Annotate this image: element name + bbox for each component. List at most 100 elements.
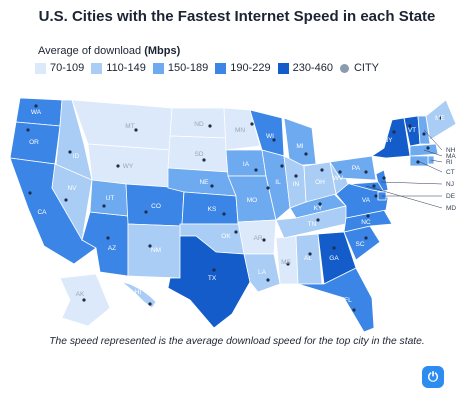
legend-swatch <box>215 62 227 74</box>
state-ny <box>339 117 411 161</box>
state-label-oh: OH <box>315 179 325 186</box>
legend-title-unit: (Mbps) <box>144 45 181 57</box>
city-dot-wa <box>34 104 38 108</box>
city-dot-oh <box>320 168 324 172</box>
leader-line-ri <box>430 159 443 163</box>
state-md <box>349 181 385 193</box>
state-label-ut: UT <box>106 195 115 202</box>
state-label-ky: KY <box>314 205 323 212</box>
state-label-vt: VT <box>408 127 416 134</box>
state-label-me: ME <box>435 115 445 122</box>
city-dot-vt <box>408 124 412 128</box>
city-dot-ak <box>82 298 86 302</box>
legend-label: 110-149 <box>106 62 146 74</box>
city-dot-la <box>266 278 270 282</box>
state-label-ks: KS <box>208 206 217 213</box>
legend: 70-109 110-149 150-189 190-229 230-460 C… <box>35 62 386 74</box>
state-label-nh: NH <box>446 147 456 154</box>
state-label-nv: NV <box>67 185 77 192</box>
state-label-ma: MA <box>446 153 456 160</box>
city-dot-il <box>280 164 284 168</box>
legend-label: CITY <box>353 62 380 74</box>
state-label-pa: PA <box>352 165 361 172</box>
state-label-ms: MS <box>281 259 291 266</box>
city-dot-tx <box>212 268 216 272</box>
state-label-in: IN <box>293 181 300 188</box>
legend-title: Average of download (Mbps) <box>38 45 180 57</box>
city-dot-ct <box>416 160 420 164</box>
city-dot-nh <box>422 132 426 136</box>
legend-item-bin-1: 110-149 <box>91 62 146 74</box>
legend-item-bin-3: 190-229 <box>215 62 271 74</box>
legend-item-city: CITY <box>339 62 380 74</box>
state-label-az: AZ <box>108 245 116 252</box>
city-dot-nj <box>382 176 386 180</box>
us-map: WA OR CA ID NV AZ MT WY UT CO NM ND SD NE KS OK TX MN IA MO… <box>9 97 457 333</box>
legend-label: 150-189 <box>167 62 209 74</box>
city-dot-mo <box>266 186 270 190</box>
state-label-sd: SD <box>194 151 203 158</box>
legend-item-bin-0: 70-109 <box>35 62 84 74</box>
state-label-ct: CT <box>446 169 455 176</box>
leader-line-ma <box>423 149 443 157</box>
city-dot-mi <box>304 152 308 156</box>
city-dot-ny <box>392 130 396 134</box>
city-dot-nm <box>148 244 152 248</box>
state-label-nm: NM <box>151 247 161 254</box>
state-la <box>243 253 281 293</box>
city-dot-sd <box>202 158 206 162</box>
state-label-ri: RI <box>446 159 453 166</box>
legend-label: 190-229 <box>230 62 271 74</box>
city-dot-co <box>144 210 148 214</box>
city-dot-wv <box>338 170 342 174</box>
state-label-mn: MN <box>235 127 245 134</box>
state-label-nj: NJ <box>446 181 454 188</box>
state-label-ak: AK <box>76 291 85 298</box>
state-label-mo: MO <box>247 197 257 204</box>
city-dot-az <box>106 236 110 240</box>
leader-line-ct <box>417 160 443 173</box>
state-label-wy: WY <box>123 163 134 170</box>
city-dot-ky <box>318 202 322 206</box>
state-il <box>261 149 291 221</box>
state-label-wv: WV <box>333 175 344 182</box>
city-dot-pa <box>364 170 368 174</box>
power-icon: ⏻ <box>427 369 439 384</box>
state-label-al: AL <box>304 255 312 262</box>
city-dot-md <box>372 184 376 188</box>
city-dot-mn <box>250 122 254 126</box>
city-dot-nv <box>64 198 68 202</box>
leader-line-nj <box>380 181 443 185</box>
city-dot-ut <box>102 204 106 208</box>
state-label-ca: CA <box>37 209 47 216</box>
city-dot-id <box>68 150 72 154</box>
city-dot-ks <box>222 212 226 216</box>
leader-line-nh <box>423 129 443 151</box>
legend-label: 70-109 <box>50 62 85 74</box>
city-dot-sc <box>364 236 368 240</box>
city-dot-ms <box>286 262 290 266</box>
state-label-mi: MI <box>296 143 303 150</box>
state-label-de: DE <box>446 193 456 200</box>
legend-swatch <box>91 62 103 74</box>
legend-swatch <box>277 62 289 74</box>
city-dot-tn <box>316 218 320 222</box>
city-dot-ma <box>426 146 430 150</box>
city-dot-wy <box>116 164 120 168</box>
city-dot-al <box>308 252 312 256</box>
city-dot-mt <box>134 128 138 132</box>
city-dot-ia <box>254 168 258 172</box>
state-label-fl: FL <box>344 297 352 304</box>
state-label-co: CO <box>151 203 161 210</box>
brand-logo: ⏻ <box>422 366 444 388</box>
leader-line-md <box>365 185 443 209</box>
state-hi <box>121 281 157 309</box>
state-label-wa: WA <box>31 109 42 116</box>
state-label-id: ID <box>73 153 80 160</box>
state-label-md: MD <box>446 205 456 212</box>
state-label-sc: SC <box>355 241 364 248</box>
state-label-ne: NE <box>199 179 209 186</box>
state-label-ga: GA <box>329 255 339 262</box>
state-label-or: OR <box>29 139 39 146</box>
city-dot-ok <box>234 230 238 234</box>
